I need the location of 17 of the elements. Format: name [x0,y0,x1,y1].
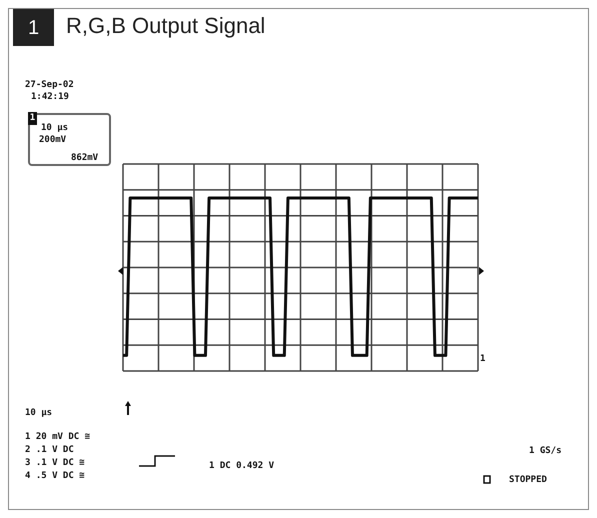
text: 200mV [39,135,66,146]
text: 1 GS/s [529,446,562,457]
text: 1 [13,9,54,46]
text: 1 [480,354,486,365]
text: 10 µs [25,408,52,419]
text: 1 20 mV DC ≅ [25,432,90,443]
text: 27-Sep-02 [25,80,74,91]
text: 862mV [71,153,98,164]
text: 4 .5 V DC ≅ [25,471,85,482]
text: 1 [28,112,37,125]
text: 1:42:19 [31,92,69,103]
text: STOPPED [509,475,547,486]
text: 10 µs [41,123,68,134]
chart-title: R,G,B Output Signal [66,13,266,39]
text: 2 .1 V DC [25,445,74,456]
text: 3 .1 V DC ≅ [25,458,85,469]
text: 1 DC 0.492 V [209,461,274,472]
